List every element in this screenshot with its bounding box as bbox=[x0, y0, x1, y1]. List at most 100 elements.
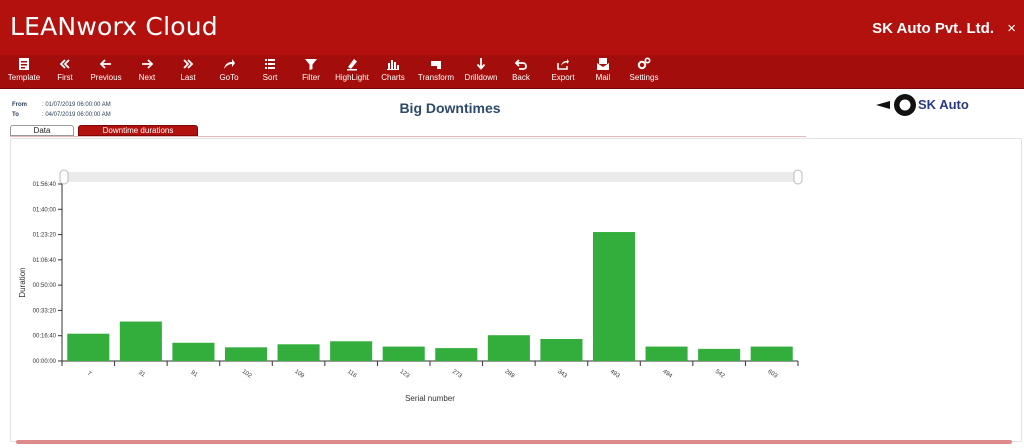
y-tick-label: 00:00:00 bbox=[33, 359, 57, 365]
drilldown-button[interactable]: Drilldown bbox=[459, 57, 503, 82]
y-tick-label: 01:23:20 bbox=[33, 233, 57, 239]
mail-button[interactable]: Mail bbox=[581, 57, 625, 82]
x-tick-label: 494 bbox=[661, 369, 673, 380]
last-icon bbox=[183, 59, 194, 69]
goto-label: GoTo bbox=[219, 73, 239, 82]
next-label: Next bbox=[138, 73, 156, 82]
bar bbox=[592, 232, 636, 361]
settings-button[interactable]: Settings bbox=[622, 57, 666, 82]
x-tick-label: 542 bbox=[714, 369, 726, 380]
bar bbox=[172, 342, 215, 361]
goto-button[interactable]: GoTo bbox=[207, 57, 251, 82]
company-logo-icon bbox=[876, 94, 916, 116]
x-axis-label: Serial number bbox=[405, 394, 455, 403]
y-tick-label: 01:06:40 bbox=[33, 258, 57, 264]
chart-panel: 00:00:00 00:16:40 00:33:20 00:50:00 01:06:40… bbox=[10, 138, 1022, 442]
first-button[interactable]: First bbox=[43, 57, 87, 82]
from-label: From bbox=[12, 102, 27, 108]
app-header: LEANworx Cloud SK Auto Pvt. Ltd. × bbox=[0, 0, 1024, 55]
x-tick-label: 31 bbox=[137, 370, 146, 379]
first-label: First bbox=[57, 73, 73, 82]
x-tick-label: 91 bbox=[190, 370, 199, 379]
mail-label: Mail bbox=[595, 73, 611, 82]
template-icon bbox=[19, 58, 29, 70]
charts-icon bbox=[387, 60, 399, 70]
sort-label: Sort bbox=[262, 73, 278, 82]
company-name: SK Auto Pvt. Ltd. bbox=[872, 20, 994, 37]
horizontal-scrollbar[interactable] bbox=[16, 440, 1012, 444]
goto-icon bbox=[224, 59, 235, 69]
export-button[interactable]: Export bbox=[541, 57, 585, 82]
to-value: : 04/07/2019 06:00:00 AM bbox=[42, 112, 111, 118]
close-button[interactable]: × bbox=[1007, 20, 1016, 37]
last-label: Last bbox=[180, 73, 196, 82]
sort-button[interactable]: Sort bbox=[248, 57, 292, 82]
highlight-button[interactable]: HighLight bbox=[330, 57, 374, 82]
x-tick-label: 123 bbox=[398, 369, 410, 380]
x-tick-label: 273 bbox=[451, 369, 463, 380]
downtime-chart: 00:00:00 00:16:40 00:33:20 00:50:00 01:06:40… bbox=[18, 169, 803, 403]
x-tick-label: 116 bbox=[346, 369, 358, 380]
highlight-label: HighLight bbox=[335, 73, 369, 82]
y-tick-label: 00:50:00 bbox=[33, 283, 57, 289]
x-tick-label: 603 bbox=[766, 369, 778, 380]
bar bbox=[119, 321, 162, 361]
bar bbox=[330, 341, 373, 361]
x-tick-label: 109 bbox=[293, 369, 305, 380]
next-button[interactable]: Next bbox=[125, 57, 169, 82]
to-label: To bbox=[12, 112, 19, 118]
x-tick-label: 493 bbox=[609, 369, 621, 380]
export-icon bbox=[557, 59, 569, 70]
y-tick-label: 00:16:40 bbox=[33, 334, 57, 340]
back-label: Back bbox=[512, 73, 530, 82]
filter-label: Filter bbox=[302, 73, 320, 82]
y-axis-label: Duration bbox=[18, 267, 27, 297]
previous-button[interactable]: Previous bbox=[84, 57, 128, 82]
zoom-handle-right[interactable] bbox=[793, 169, 803, 185]
y-tick-label: 01:40:00 bbox=[33, 207, 57, 213]
y-tick-label: 01:56:40 bbox=[33, 182, 57, 188]
export-label: Export bbox=[551, 73, 575, 82]
tab-downtime-durations[interactable]: Downtime durations bbox=[78, 125, 198, 136]
bar bbox=[277, 344, 320, 361]
x-tick-label: 102 bbox=[241, 369, 253, 380]
from-value: : 01/07/2019 06:00:00 AM bbox=[42, 102, 111, 108]
template-label: Template bbox=[7, 73, 41, 82]
bar bbox=[698, 348, 741, 361]
settings-icon bbox=[637, 57, 651, 70]
bar bbox=[382, 346, 425, 361]
sort-icon bbox=[265, 59, 275, 69]
bar bbox=[435, 348, 478, 361]
bar bbox=[750, 346, 793, 361]
filter-button[interactable]: Filter bbox=[289, 57, 333, 82]
back-icon bbox=[514, 59, 527, 70]
back-button[interactable]: Back bbox=[499, 57, 543, 82]
filter-icon bbox=[305, 59, 317, 70]
previous-icon bbox=[99, 59, 111, 69]
bar bbox=[224, 347, 268, 361]
y-tick-label: 00:33:20 bbox=[33, 308, 57, 314]
page-title: Big Downtimes bbox=[399, 100, 501, 116]
previous-label: Previous bbox=[90, 73, 122, 82]
last-button[interactable]: Last bbox=[166, 57, 210, 82]
mail-icon bbox=[597, 58, 609, 70]
logo-text: SK Auto bbox=[918, 97, 969, 112]
bar bbox=[645, 346, 688, 361]
drilldown-icon bbox=[476, 58, 486, 70]
zoom-handle-left[interactable] bbox=[59, 169, 69, 185]
template-button[interactable]: Template bbox=[2, 57, 46, 82]
tab-data[interactable]: Data bbox=[10, 125, 74, 136]
zoom-slider-track bbox=[64, 172, 796, 182]
charts-button[interactable]: Charts bbox=[371, 57, 415, 82]
toolbar: Template First Previous Next Last GoTo S… bbox=[0, 55, 1024, 89]
x-tick-label: 7 bbox=[86, 371, 93, 378]
x-tick-label: 343 bbox=[556, 369, 568, 380]
transform-icon bbox=[431, 61, 441, 69]
highlight-icon bbox=[347, 59, 357, 71]
transform-label: Transform bbox=[417, 73, 455, 82]
transform-button[interactable]: Transform bbox=[414, 57, 458, 82]
date-range: From : 01/07/2019 06:00:00 AM To : 04/07/2… bbox=[12, 100, 111, 120]
charts-label: Charts bbox=[381, 73, 405, 82]
bar bbox=[487, 335, 530, 361]
